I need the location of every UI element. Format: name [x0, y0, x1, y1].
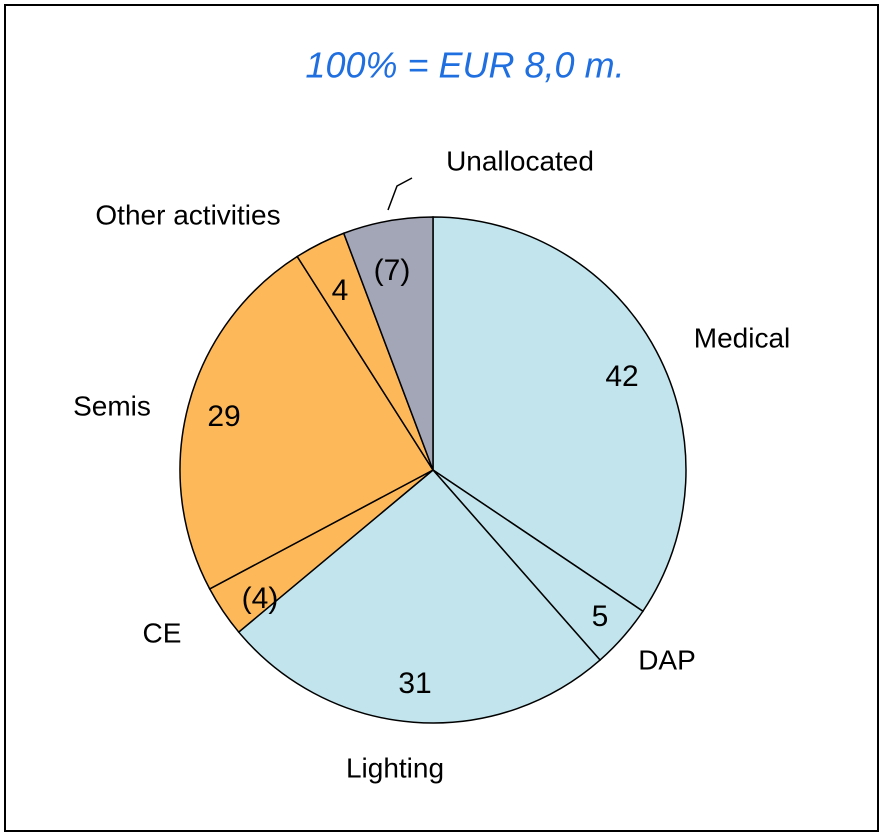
pie-slice	[432, 216, 687, 613]
value-label: (7)	[374, 254, 411, 287]
category-label: Semis	[73, 390, 151, 421]
category-label: CE	[143, 617, 182, 648]
value-label: (4)	[242, 582, 279, 615]
leader-line	[387, 177, 413, 211]
category-label: DAP	[638, 644, 696, 675]
category-label: Medical	[694, 322, 790, 353]
category-label: Lighting	[346, 752, 444, 783]
value-label: 5	[592, 600, 609, 633]
category-label: Unallocated	[446, 145, 594, 176]
value-label: 29	[207, 400, 240, 433]
category-label: Other activities	[95, 199, 280, 230]
value-label: 4	[332, 274, 349, 307]
chart-title: 100% = EUR 8,0 m.	[305, 45, 624, 86]
value-label: 42	[605, 360, 638, 393]
pie-slice	[179, 255, 435, 590]
value-label: 31	[398, 667, 431, 700]
pie-slice	[342, 216, 434, 471]
pie-slice	[237, 468, 602, 724]
